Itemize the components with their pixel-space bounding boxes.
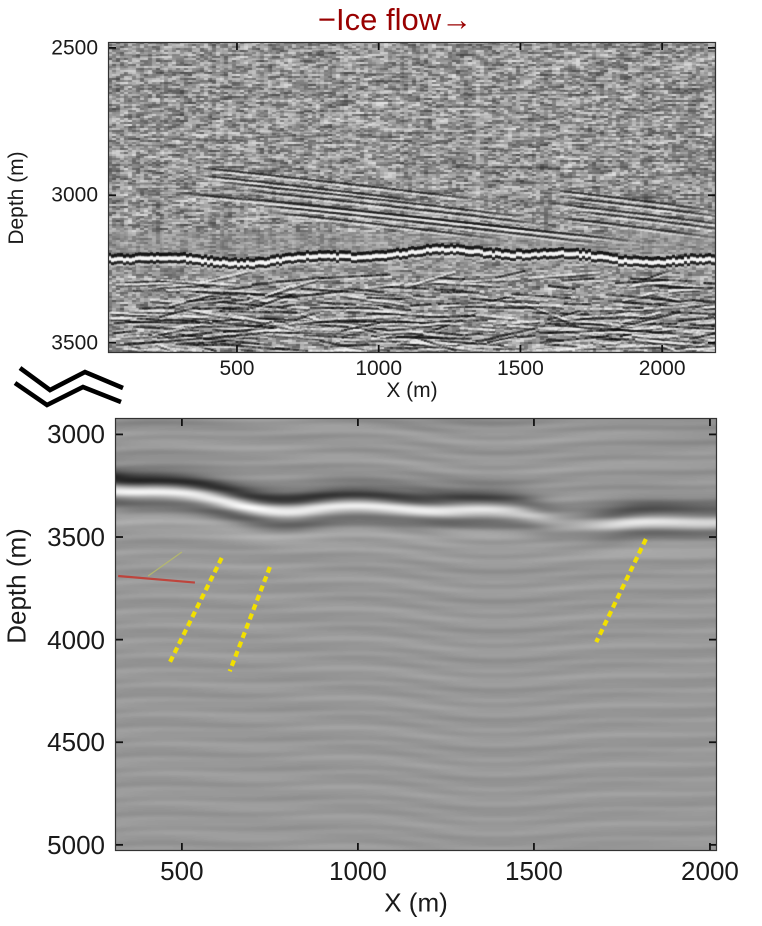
- top-xtick-1000: 1000: [355, 357, 403, 380]
- bottom-seismic-image: [115, 418, 717, 851]
- top-x-axis-label: X (m): [386, 379, 438, 402]
- bottom-ytick-3500: 3500: [47, 522, 105, 553]
- axis-break-icon: [18, 366, 124, 393]
- top-xtick-2000: 2000: [638, 357, 686, 380]
- top-ytick-3000: 3000: [51, 183, 98, 207]
- bottom-x-axis-label: X (m): [384, 887, 448, 918]
- bottom-ytick-3000: 3000: [47, 419, 105, 450]
- axis-break-icon: [13, 381, 122, 408]
- top-radargram-image: [108, 42, 716, 353]
- top-ytick-3500: 3500: [51, 331, 98, 355]
- bottom-xtick-2000: 2000: [681, 856, 739, 886]
- top-xtick-500: 500: [219, 357, 255, 380]
- bottom-xtick-1000: 1000: [328, 856, 387, 886]
- top-xtick-1500: 1500: [497, 357, 544, 380]
- top-ytick-2500: 2500: [51, 36, 98, 60]
- top-depth-axis-label: Depth (m): [5, 151, 28, 245]
- ice-flow-title: −Ice flow→: [317, 2, 473, 37]
- bottom-depth-axis-label: Depth (m): [1, 528, 32, 644]
- bottom-xtick-1500: 1500: [505, 856, 563, 886]
- bottom-ytick-4000: 4000: [47, 624, 105, 655]
- bottom-xtick-500: 500: [160, 856, 204, 886]
- bottom-ytick-5000: 5000: [47, 829, 105, 860]
- bottom-ytick-4500: 4500: [47, 727, 105, 758]
